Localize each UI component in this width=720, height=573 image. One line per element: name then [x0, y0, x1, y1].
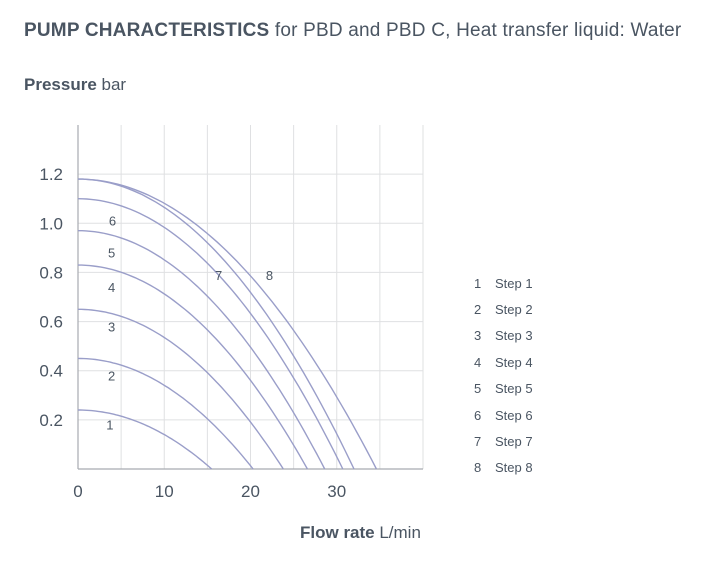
y-axis-label-unit: bar [96, 75, 127, 94]
legend-item-label: Step 5 [495, 381, 533, 397]
curve-label-step-8: 8 [266, 268, 273, 283]
curve-label-step-5: 5 [108, 246, 115, 261]
chart-title-rest: for PBD and PBD C, Heat transfer liquid:… [269, 20, 682, 41]
curve-label-step-4: 4 [108, 280, 115, 295]
curve-label-step-2: 2 [108, 369, 115, 384]
curves [77, 178, 378, 470]
legend-item: 2 Step 2 [470, 296, 533, 322]
legend-item-label: Step 1 [495, 275, 533, 291]
curve-step-6 [77, 198, 344, 470]
y-tick-label: 0.8 [39, 263, 63, 282]
chart-title-bold: PUMP CHARACTERISTICS [24, 20, 270, 41]
curve-step-2 [77, 357, 254, 470]
legend-item-number: 3 [474, 328, 482, 344]
x-tick-label: 30 [327, 482, 346, 501]
grid [77, 125, 424, 469]
y-axis-label-bold: Pressure [24, 75, 97, 94]
y-tick-label: 1.2 [39, 165, 63, 184]
y-tick-label: 0.6 [39, 313, 63, 332]
legend-item-label: Step 2 [495, 302, 533, 318]
curve-step-5 [78, 229, 326, 470]
x-axis-label-bold: Flow rate [300, 523, 375, 542]
legend: 1 Step 1 2 Step 2 3 Step 3 4 Step 4 5 Step 5 6 Step… [470, 270, 533, 481]
legend-item: 4 Step 4 [470, 349, 533, 375]
curve-label-step-3: 3 [108, 319, 115, 334]
legend-item: 6 Step 6 [470, 402, 533, 428]
legend-item: 7 Step 7 [470, 428, 533, 454]
legend-item-number: 8 [474, 460, 482, 476]
y-tick-label: 0.4 [39, 362, 63, 381]
curve-step-7 [78, 178, 355, 470]
legend-item-number: 5 [474, 381, 482, 397]
legend-item-label: Step 3 [495, 328, 533, 344]
legend-item: 5 Step 5 [470, 376, 533, 402]
legend-item: 1 Step 1 [470, 270, 533, 296]
legend-item-label: Step 7 [495, 434, 533, 450]
curve-step-8 [78, 178, 378, 470]
curve-step-4 [78, 264, 309, 470]
x-tick-label: 0 [73, 482, 82, 501]
curve-step-1 [78, 409, 213, 470]
y-axis-label: Pressure bar [24, 75, 126, 95]
legend-item-label: Step 6 [495, 407, 533, 423]
legend-item-number: 2 [474, 302, 482, 318]
curve-label-step-6: 6 [109, 214, 116, 229]
legend-item-number: 1 [474, 275, 482, 291]
curve-step-3 [78, 308, 284, 470]
legend-item: 8 Step 8 [470, 455, 533, 481]
curve-label-step-7: 7 [215, 268, 222, 283]
legend-item-number: 7 [474, 434, 482, 450]
legend-item-number: 6 [474, 407, 482, 423]
curve-label-step-1: 1 [106, 418, 113, 433]
y-tick-label: 1.0 [39, 214, 63, 233]
chart-title: PUMP CHARACTERISTICS for PBD and PBD C, … [24, 20, 681, 42]
y-tick-label: 0.2 [39, 411, 63, 430]
legend-item-number: 4 [474, 354, 482, 370]
legend-item-label: Step 4 [495, 354, 533, 370]
x-tick-label: 10 [155, 482, 174, 501]
x-axis-label: Flow rate L/min [300, 523, 421, 543]
x-axis-label-unit: L/min [374, 523, 421, 542]
legend-item: 3 Step 3 [470, 323, 533, 349]
legend-item-label: Step 8 [495, 460, 533, 476]
x-tick-label: 20 [241, 482, 260, 501]
